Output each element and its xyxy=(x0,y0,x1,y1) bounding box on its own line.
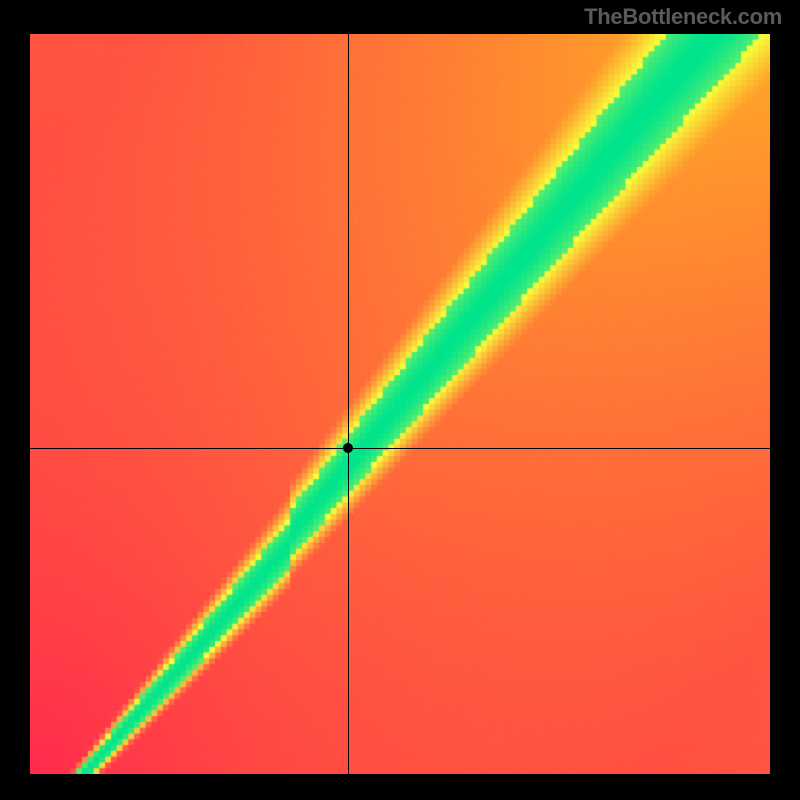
heatmap-canvas xyxy=(30,34,770,774)
crosshair-horizontal xyxy=(30,448,770,449)
chart-container: TheBottleneck.com xyxy=(0,0,800,800)
crosshair-vertical xyxy=(348,34,349,774)
attribution-label: TheBottleneck.com xyxy=(584,4,782,30)
crosshair-marker xyxy=(343,443,353,453)
plot-area xyxy=(30,34,770,774)
